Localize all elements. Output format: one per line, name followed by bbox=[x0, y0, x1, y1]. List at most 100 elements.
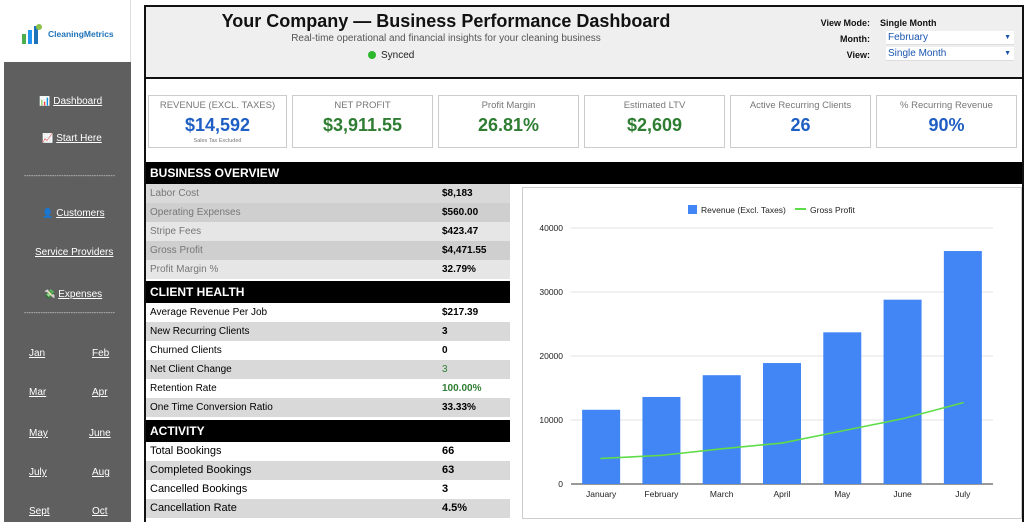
y-tick-label: 20000 bbox=[539, 351, 563, 361]
row-label: New Recurring Clients bbox=[150, 326, 250, 337]
sync-status: Synced bbox=[368, 50, 414, 61]
row-value: 33.33% bbox=[442, 402, 476, 413]
table-row: Cancelled Bookings 3 bbox=[146, 480, 510, 499]
kpi-label: % Recurring Revenue bbox=[900, 100, 993, 111]
kpi-value: $2,609 bbox=[626, 115, 683, 135]
page-subtitle: Real-time operational and financial insi… bbox=[291, 33, 601, 44]
kpi-label: Estimated LTV bbox=[623, 100, 686, 111]
table-row: One Time Conversion Ratio 33.33% bbox=[146, 398, 510, 417]
kpi-net-profit-card: NET PROFIT $3,911.55 bbox=[292, 95, 433, 148]
row-label: Completed Bookings bbox=[150, 464, 252, 476]
row-value: $560.00 bbox=[442, 207, 479, 218]
dashboard-header: Your Company — Business Performance Dash… bbox=[146, 7, 1022, 79]
month-link-aug[interactable]: Aug bbox=[92, 467, 110, 478]
sync-status-text: Synced bbox=[381, 50, 415, 61]
line-point bbox=[600, 457, 603, 460]
row-label: Profit Margin % bbox=[150, 264, 219, 275]
x-tick-label: February bbox=[644, 489, 679, 499]
kpi-label: Active Recurring Clients bbox=[749, 100, 852, 111]
table-row: Net Client Change 3 bbox=[146, 360, 510, 379]
bar bbox=[883, 299, 922, 484]
month-link-july[interactable]: July bbox=[29, 467, 47, 478]
kpi-value: $3,911.55 bbox=[322, 115, 403, 135]
row-label: Churned Clients bbox=[150, 345, 222, 356]
line-point bbox=[720, 447, 723, 450]
kpi-active-recurring-card: Active Recurring Clients 26 bbox=[730, 95, 871, 148]
line-point bbox=[781, 442, 783, 444]
nav-expenses[interactable]: 💸 Expenses bbox=[44, 289, 102, 300]
line-point bbox=[841, 429, 844, 432]
nav-start-here[interactable]: 📈 Start Here bbox=[42, 133, 102, 144]
nav-expenses-label: Expenses bbox=[58, 289, 103, 300]
revenue-profit-chart: 0 10000 20000 30000 40000 January February Marc… bbox=[522, 187, 1022, 519]
x-tick-label: June bbox=[893, 489, 912, 499]
y-tick-label: 40000 bbox=[539, 223, 563, 233]
month-link-feb[interactable]: Feb bbox=[92, 348, 110, 359]
sidebar-divider: --------------------------------------- bbox=[24, 173, 115, 180]
month-select[interactable]: February ▼ bbox=[886, 31, 1014, 45]
bar bbox=[702, 375, 741, 484]
kpi-recurring-revenue-card: % Recurring Revenue 90% bbox=[876, 95, 1017, 148]
row-value: $423.47 bbox=[442, 226, 479, 237]
view-select[interactable]: Single Month ▼ bbox=[886, 47, 1014, 61]
kpi-note: Sales Tax Excluded bbox=[193, 138, 242, 144]
kpi-value: $14,592 bbox=[184, 115, 251, 135]
table-row: Stripe Fees $423.47 bbox=[146, 222, 510, 241]
row-label: Stripe Fees bbox=[150, 226, 202, 237]
row-label: Net Client Change bbox=[150, 364, 232, 375]
dashboard-main: Your Company — Business Performance Dash… bbox=[144, 5, 1024, 522]
legend-label-gross-profit: Gross Profit bbox=[810, 205, 856, 215]
legend-swatch-revenue bbox=[688, 205, 697, 214]
month-link-apr[interactable]: Apr bbox=[92, 387, 108, 398]
kpi-label: REVENUE (EXCL. TAXES) bbox=[159, 100, 276, 111]
view-label: View: bbox=[846, 50, 870, 60]
nav-service-providers-label: Service Providers bbox=[35, 247, 114, 258]
row-label: Cancellation Rate bbox=[150, 502, 237, 514]
section-header-activity: ACTIVITY bbox=[146, 420, 510, 442]
row-value: 32.79% bbox=[442, 264, 476, 275]
bar bbox=[582, 409, 621, 484]
kpi-label: NET PROFIT bbox=[334, 100, 391, 111]
logo-icon bbox=[22, 24, 42, 44]
table-row: Operating Expenses $560.00 bbox=[146, 203, 510, 222]
row-value: 4.5% bbox=[442, 502, 468, 514]
month-link-mar[interactable]: Mar bbox=[29, 387, 47, 398]
row-label: One Time Conversion Ratio bbox=[150, 402, 273, 413]
y-tick-label: 10000 bbox=[539, 415, 563, 425]
row-value: $217.39 bbox=[442, 307, 479, 318]
legend-label-revenue: Revenue (Excl. Taxes) bbox=[701, 205, 786, 215]
month-label: Month: bbox=[840, 34, 870, 44]
row-label: Gross Profit bbox=[150, 245, 203, 256]
row-value: 0 bbox=[442, 345, 448, 356]
dropdown-caret-icon: ▼ bbox=[1004, 34, 1011, 41]
table-row: New Recurring Clients 3 bbox=[146, 322, 510, 341]
month-link-sept[interactable]: Sept bbox=[29, 506, 50, 517]
dropdown-caret-icon: ▼ bbox=[1004, 50, 1011, 57]
bar bbox=[763, 363, 801, 484]
row-label: Total Bookings bbox=[150, 445, 222, 457]
kpi-profit-margin-card: Profit Margin 26.81% bbox=[438, 95, 579, 148]
nav-customers[interactable]: 👤 Customers bbox=[42, 208, 105, 219]
row-value: 3 bbox=[442, 326, 448, 337]
kpi-value: 26.81% bbox=[477, 115, 540, 135]
view-mode-label: View Mode: bbox=[820, 18, 870, 28]
row-value: 3 bbox=[442, 364, 448, 375]
sidebar: CleaningMetrics 📊 Dashboard 📈 Start Here -… bbox=[4, 0, 131, 522]
month-link-june[interactable]: June bbox=[89, 428, 111, 439]
x-tick-label: April bbox=[773, 489, 790, 499]
month-link-jan[interactable]: Jan bbox=[29, 348, 46, 359]
table-row: Profit Margin % 32.79% bbox=[146, 260, 510, 279]
nav-dashboard[interactable]: 📊 Dashboard bbox=[39, 96, 102, 107]
month-link-may[interactable]: May bbox=[29, 428, 48, 439]
chart-up-icon: 📈 bbox=[42, 133, 54, 143]
section-header-business-overview: BUSINESS OVERVIEW bbox=[146, 162, 1022, 184]
logo[interactable]: CleaningMetrics bbox=[4, 0, 131, 62]
month-link-oct[interactable]: Oct bbox=[92, 506, 108, 517]
table-row: Completed Bookings 63 bbox=[146, 461, 510, 480]
table-row: Labor Cost $8,183 bbox=[146, 184, 510, 203]
nav-service-providers[interactable]: Service Providers bbox=[35, 247, 113, 258]
table-row: Retention Rate 100.00% bbox=[146, 379, 510, 398]
row-label: Labor Cost bbox=[150, 188, 199, 199]
kpi-estimated-ltv-card: Estimated LTV $2,609 bbox=[584, 95, 725, 148]
table-row: Churned Clients 0 bbox=[146, 341, 510, 360]
